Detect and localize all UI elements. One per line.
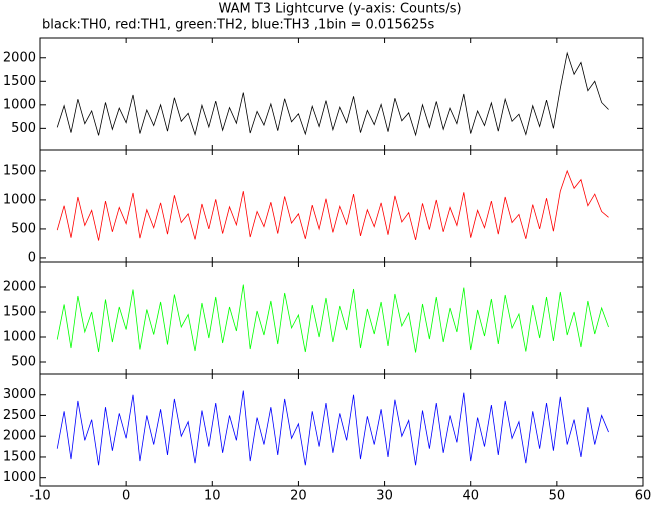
panel-frame <box>39 373 644 487</box>
x-tick-label: 30 <box>376 489 393 504</box>
y-tick-label: 2500 <box>3 408 36 423</box>
panel-frame <box>39 261 644 375</box>
y-tick-label: 1500 <box>3 305 36 320</box>
light-curve <box>56 284 609 353</box>
y-tick-label: 500 <box>11 221 36 236</box>
chart-title: WAM T3 Lightcurve (y-axis: Counts/s) <box>218 2 461 17</box>
x-tick-label: 40 <box>462 489 479 504</box>
y-tick-label: 3000 <box>3 387 36 402</box>
y-tick-label: 1500 <box>3 74 36 89</box>
light-curve <box>56 390 609 466</box>
y-tick-label: 2000 <box>3 429 36 444</box>
light-curve <box>56 169 609 241</box>
y-tick-label: 1000 <box>3 97 36 112</box>
y-tick-label: 1000 <box>3 192 36 207</box>
y-tick-label: 0 <box>28 250 36 265</box>
x-tick-label: -10 <box>29 489 50 504</box>
light-curve <box>56 51 609 137</box>
x-tick-label: 60 <box>635 489 652 504</box>
y-tick-label: 1500 <box>3 449 36 464</box>
x-tick-label: 0 <box>122 489 130 504</box>
x-tick-label: 20 <box>290 489 307 504</box>
chart-subtitle: black:TH0, red:TH1, green:TH2, blue:TH3 … <box>42 18 435 33</box>
panel-frame <box>39 37 644 151</box>
y-tick-label: 1500 <box>3 163 36 178</box>
y-tick-label: 2000 <box>3 280 36 295</box>
x-tick-label: 10 <box>204 489 221 504</box>
y-tick-label: 500 <box>11 121 36 136</box>
x-tick-label: 50 <box>549 489 566 504</box>
y-tick-label: 1000 <box>3 470 36 485</box>
y-tick-label: 500 <box>11 355 36 370</box>
y-tick-label: 2000 <box>3 50 36 65</box>
y-tick-label: 1000 <box>3 330 36 345</box>
